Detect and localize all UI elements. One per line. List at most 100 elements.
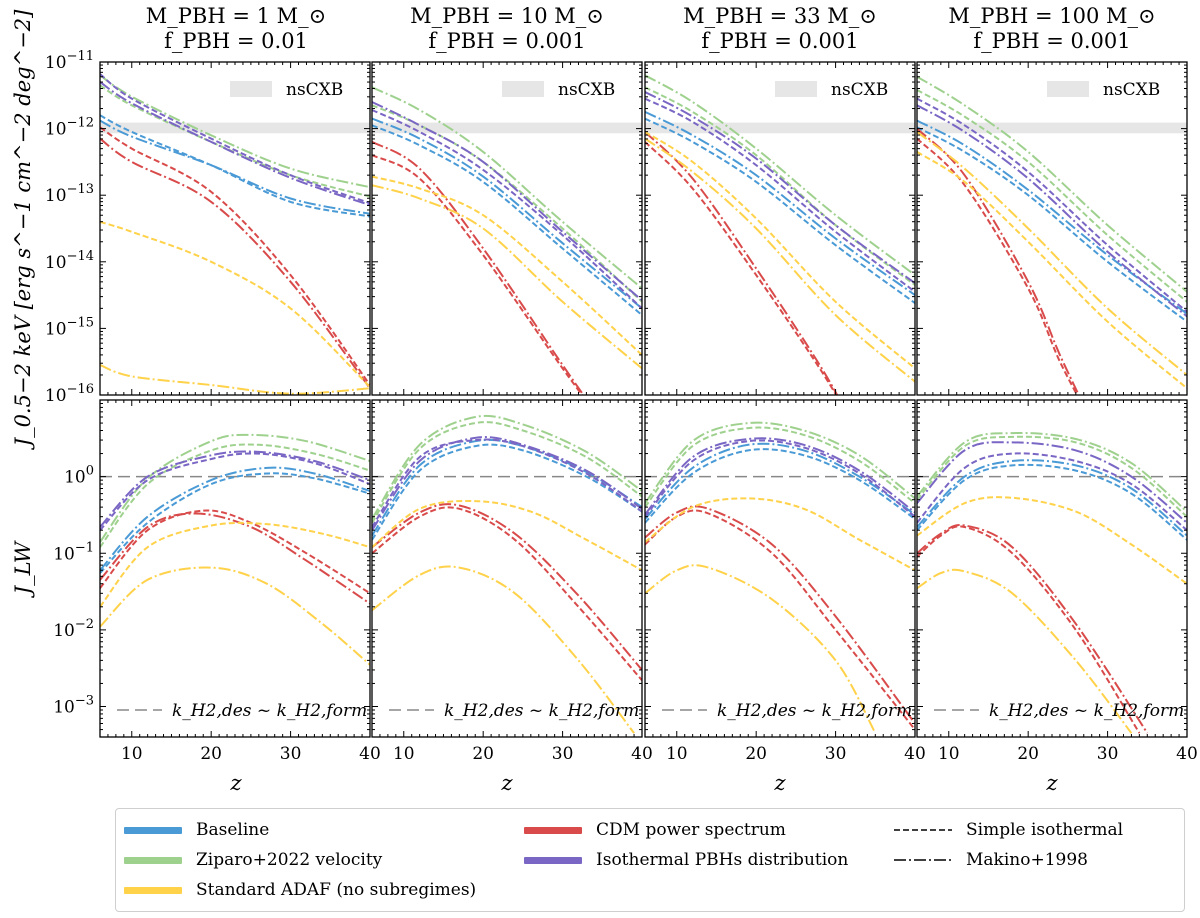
x-axis-label: z (229, 771, 242, 795)
legend-label-iso: Isothermal PBHs distribution (596, 850, 849, 870)
series-line-adaf_makino (645, 137, 915, 383)
series-line-ziparo_simple (100, 443, 370, 548)
series-line-ziparo_makino (100, 74, 370, 189)
y-tick-label: 10−15 (45, 315, 94, 339)
series-line-iso_simple (917, 97, 1187, 313)
legend-label-adaf: Standard ADAF (no subregimes) (196, 880, 477, 900)
panel-top-1: nsCXB (371, 61, 643, 396)
series-line-iso_simple (100, 73, 370, 205)
series-line-adaf_simple (100, 220, 370, 388)
plot-area: nsCXB 10−16 10−15 10−14 10−13 10−12 10−11 k_H2,… (45, 49, 1198, 764)
series-line-iso_simple (645, 439, 915, 518)
series-line-cdm_makino (645, 505, 915, 725)
series-line-cdm_makino (372, 141, 585, 395)
panel-frame (371, 399, 643, 738)
nscxb-legend-swatch (230, 81, 272, 97)
panel-title-frac: f_PBH = 0.001 (973, 29, 1130, 53)
series-line-ziparo_makino (100, 433, 370, 543)
series-line-adaf_simple (100, 521, 370, 608)
y-tick-label: 10−1 (53, 540, 94, 564)
series-line-baseline_makino (100, 466, 370, 571)
series-line-ziparo_simple (100, 84, 370, 198)
plot-lines (645, 74, 915, 395)
series-line-cdm_simple (645, 509, 915, 731)
y-tick-label: 10−3 (53, 694, 94, 718)
x-tick-label: 40 (904, 744, 926, 764)
nscxb-band (917, 122, 1187, 134)
panel-title-mass: M_PBH = 100 M_⊙ (948, 4, 1155, 28)
series-line-baseline_simple (645, 448, 915, 524)
series-line-ziparo_simple (372, 421, 642, 524)
series-line-iso_makino (917, 104, 1187, 318)
legend-item-cdm: CDM power spectrum (524, 817, 786, 843)
nscxb-legend-label: nsCXB (558, 80, 615, 100)
legend-swatch-makino (894, 859, 952, 861)
legend-item-adaf: Standard ADAF (no subregimes) (124, 877, 476, 903)
series-line-cdm_simple (372, 506, 642, 681)
legend-label-baseline: Baseline (196, 820, 270, 840)
series-line-adaf_makino (372, 565, 635, 734)
panel-title-mass: M_PBH = 33 M_⊙ (683, 4, 877, 28)
series-line-cdm_simple (100, 509, 370, 595)
nscxb-legend-swatch (1047, 81, 1089, 97)
series-line-cdm_simple (917, 137, 1079, 395)
threshold-legend-label: k_H2,des ~ k_H2,form (444, 701, 639, 721)
series-line-ziparo_simple (917, 435, 1187, 518)
legend-swatch-simple (894, 829, 952, 831)
series-line-ziparo_makino (372, 86, 642, 290)
y-tick-label: 10−12 (45, 116, 94, 140)
plot-lines (372, 86, 642, 395)
x-tick-label: 20 (200, 744, 222, 764)
panel-title-frac: f_PBH = 0.01 (164, 29, 308, 53)
series-line-baseline_makino (100, 119, 370, 215)
legend-item-simple: Simple isothermal (894, 817, 1123, 843)
x-tick-label: 30 (280, 744, 302, 764)
panel-top-3: nsCXB (916, 61, 1188, 396)
nscxb-band (645, 122, 915, 134)
series-line-iso_makino (372, 101, 642, 302)
series-line-baseline_makino (917, 119, 1187, 315)
series-line-baseline_simple (372, 124, 642, 316)
series-line-cdm_makino (372, 503, 642, 671)
plot-lines (917, 431, 1187, 734)
nscxb-legend-label: nsCXB (831, 80, 888, 100)
series-line-baseline_makino (372, 117, 642, 310)
series-line-cdm_simple (645, 141, 838, 395)
series-line-ziparo_makino (645, 421, 915, 504)
legend: Baseline Ziparo+2022 velocity Standard A… (115, 808, 1185, 912)
plot-lines (100, 73, 370, 395)
plot-lines (100, 433, 370, 666)
x-axis-label: z (773, 771, 786, 795)
series-line-ziparo_simple (645, 426, 915, 508)
y-tick-label: 10−14 (45, 249, 94, 273)
series-line-baseline_simple (645, 117, 915, 304)
x-tick-label: 30 (552, 744, 574, 764)
series-line-cdm_simple (372, 154, 584, 395)
panel-title-frac: f_PBH = 0.001 (428, 29, 585, 53)
series-line-cdm_simple (917, 525, 1141, 734)
legend-item-iso: Isothermal PBHs distribution (524, 847, 848, 873)
series-line-ziparo_simple (917, 89, 1187, 303)
series-line-adaf_makino (917, 568, 1133, 734)
x-tick-label: 20 (472, 744, 494, 764)
threshold-legend-label: k_H2,des ~ k_H2,form (989, 701, 1184, 721)
series-line-iso_makino (372, 436, 642, 531)
x-tick-label: 10 (393, 744, 415, 764)
legend-label-cdm: CDM power spectrum (596, 820, 786, 840)
x-tick-label: 40 (359, 744, 381, 764)
legend-swatch-baseline (124, 826, 182, 834)
x-tick-label: 10 (938, 744, 960, 764)
series-line-baseline_simple (917, 463, 1187, 541)
y-axis-label-top: J_0.5−2 keV [erg s^−1 cm^−2 deg^−2] (11, 9, 35, 450)
series-line-cdm_simple (100, 126, 370, 386)
plot-lines (372, 414, 642, 734)
nscxb-legend-swatch (502, 81, 544, 97)
legend-swatch-iso (524, 856, 582, 864)
plot-lines (645, 421, 915, 734)
panel-bottom-3: k_H2,des ~ k_H2,form 10 20 30 40 (916, 399, 1198, 764)
plot-lines (917, 75, 1187, 395)
x-tick-label: 30 (1097, 744, 1119, 764)
series-line-adaf_makino (100, 566, 370, 666)
y-axis-label-bottom: J_LW (11, 539, 35, 598)
series-line-cdm_makino (100, 137, 370, 389)
